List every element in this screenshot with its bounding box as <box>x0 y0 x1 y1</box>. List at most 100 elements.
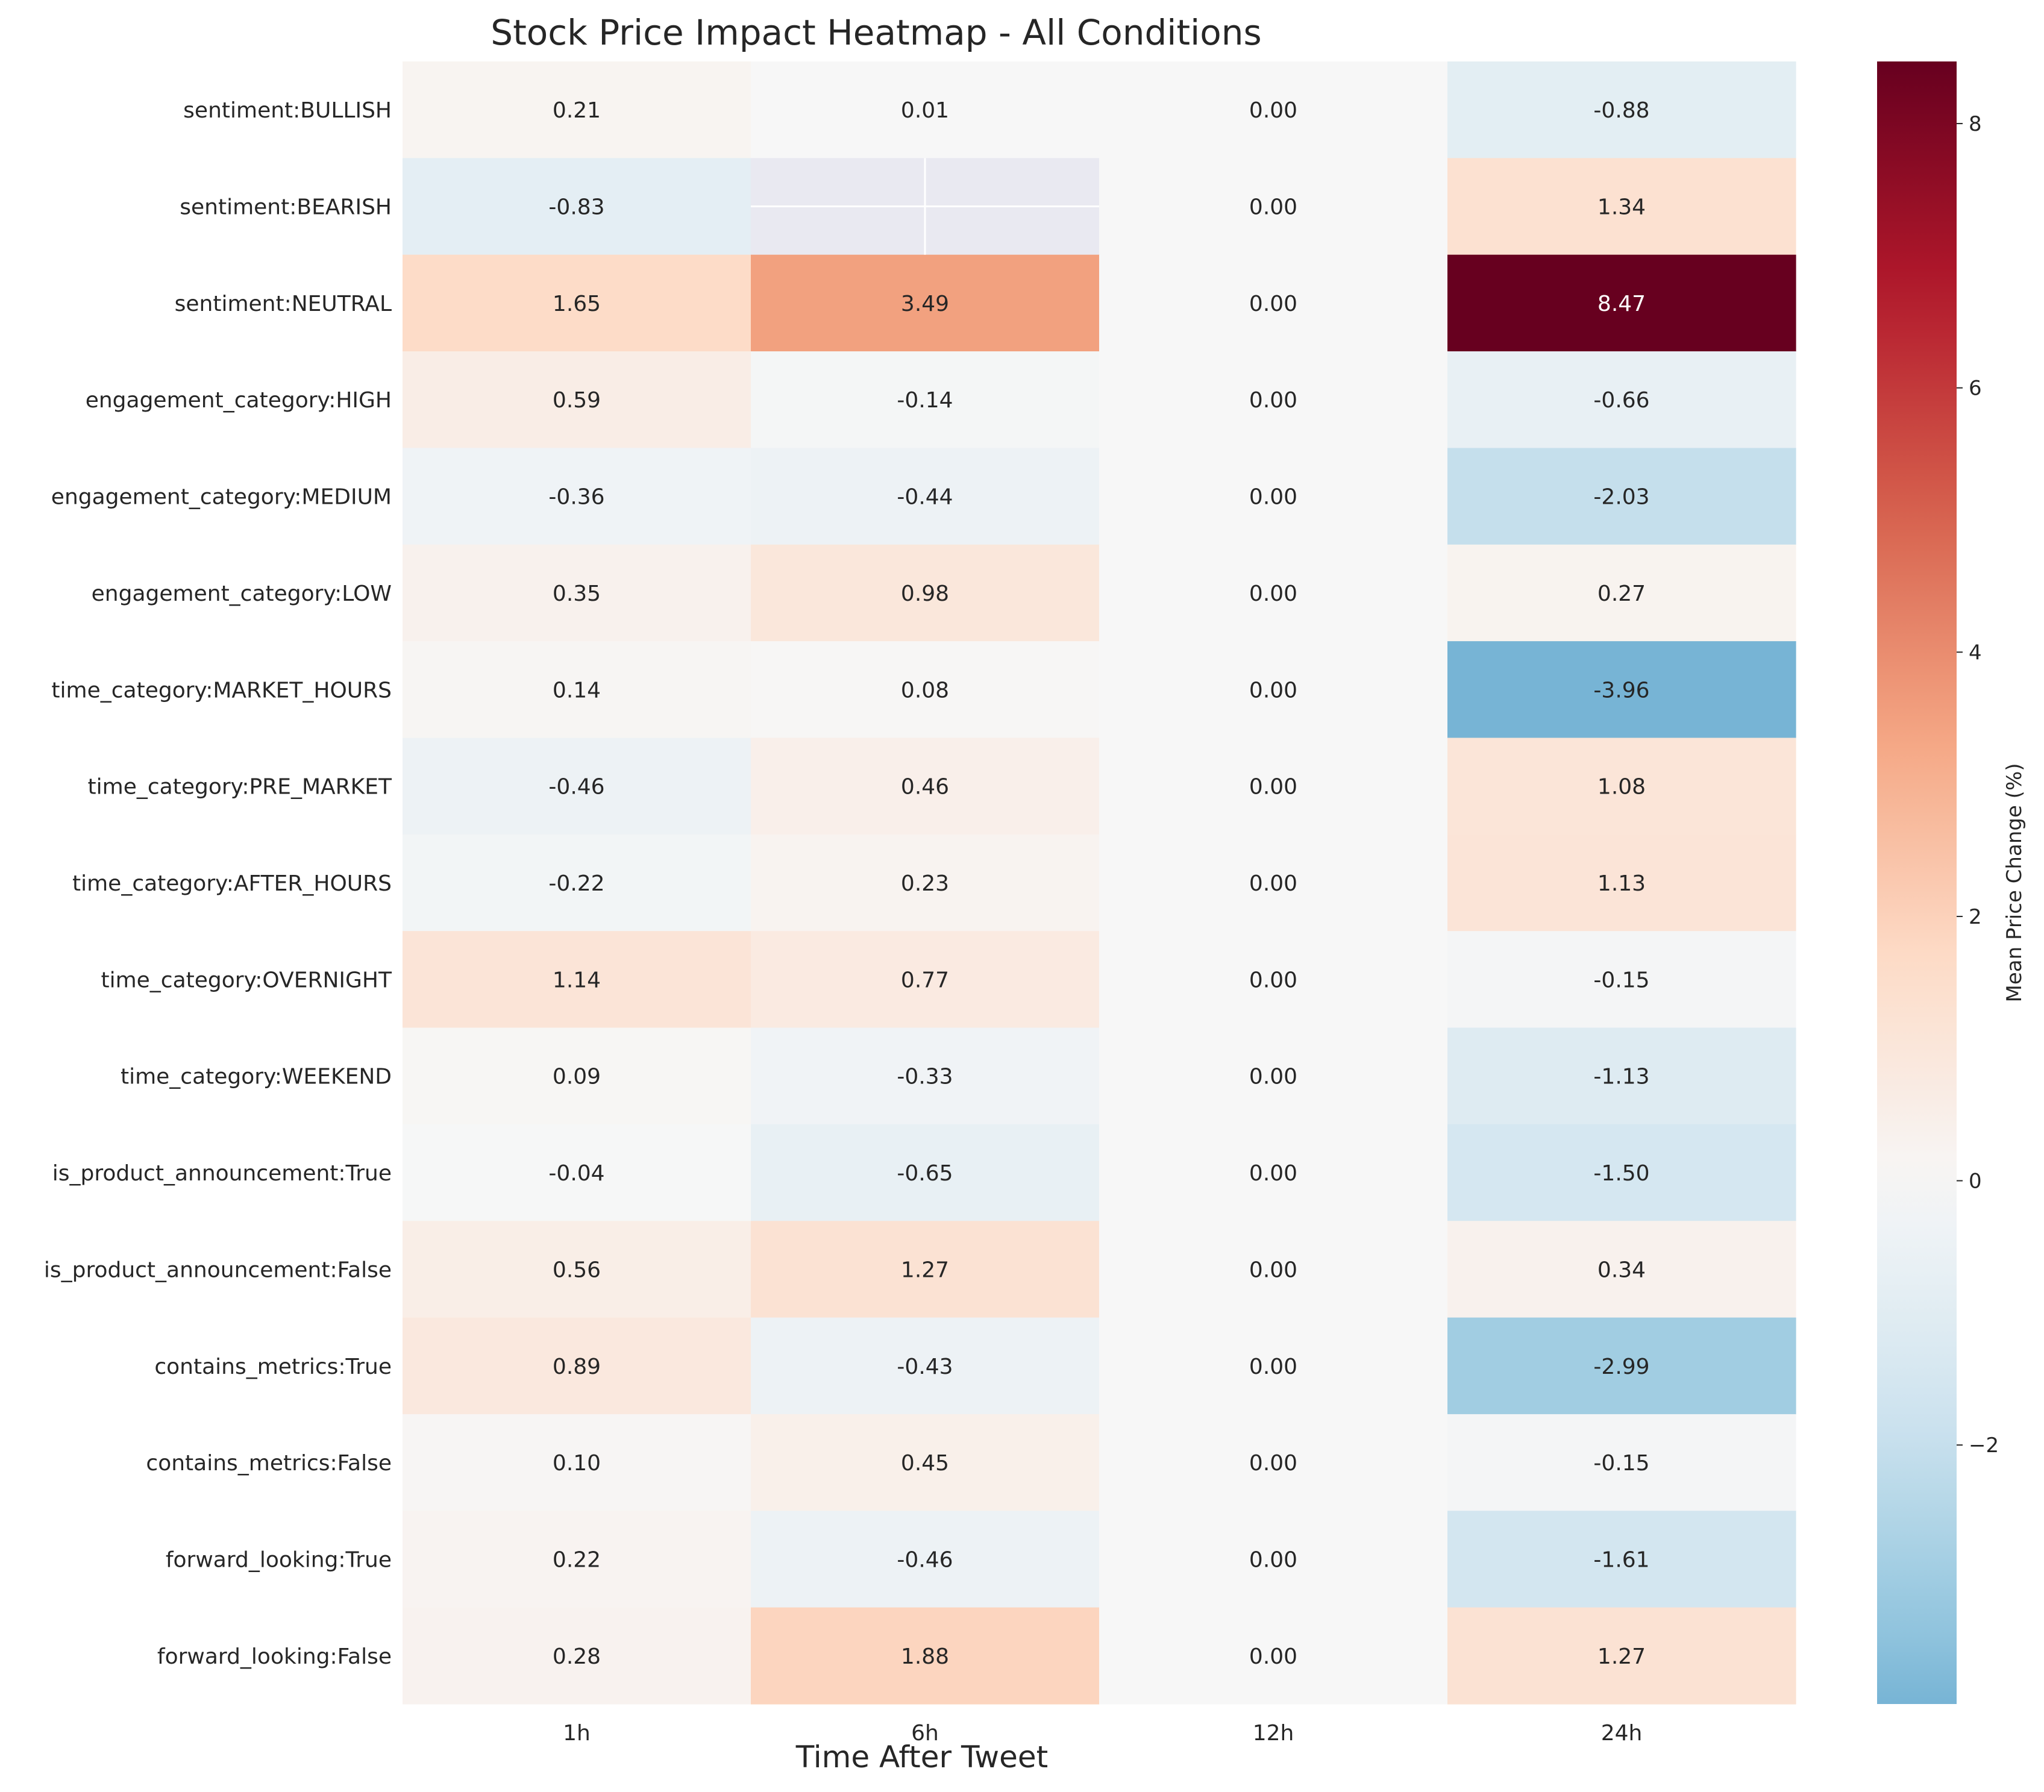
heatmap-cell <box>751 1221 1100 1318</box>
heatmap-cell <box>403 1511 751 1608</box>
x-tick-label: 1h <box>563 1721 591 1746</box>
heatmap-cell <box>1099 834 1448 932</box>
cell-value-label: 0.00 <box>1249 1547 1297 1572</box>
heatmap-cell <box>1099 1317 1448 1415</box>
y-tick-label: sentiment:BULLISH <box>183 98 392 123</box>
heatmap-cell <box>403 158 751 255</box>
heatmap-cell <box>1099 1511 1448 1608</box>
cell-value-label: 0.01 <box>901 98 949 123</box>
x-axis-label: Time After Tweet <box>795 1740 1049 1775</box>
heatmap-cell <box>751 1317 1100 1415</box>
cell-value-label: -0.33 <box>897 1065 953 1089</box>
cell-value-label: 0.27 <box>1597 581 1646 606</box>
heatmap-cell <box>751 1607 1100 1705</box>
heatmap-cell <box>403 61 751 158</box>
heatmap-cell <box>751 641 1100 739</box>
cell-value-label: 0.00 <box>1249 485 1297 510</box>
heatmap-cell <box>403 254 751 352</box>
heatmap-cell <box>1447 931 1796 1029</box>
cell-value-label: 1.88 <box>901 1644 949 1669</box>
y-tick-label: contains_metrics:False <box>146 1451 392 1476</box>
y-tick-label: sentiment:NEUTRAL <box>175 292 392 316</box>
heatmap-cell <box>1099 1607 1448 1705</box>
cell-value-label: 0.00 <box>1249 678 1297 703</box>
heatmap-cell <box>1099 158 1448 255</box>
cell-value-label: 0.00 <box>1249 581 1297 606</box>
heatmap-cell <box>403 1607 751 1705</box>
heatmap-cell <box>1447 61 1796 158</box>
heatmap-cell <box>403 544 751 642</box>
cell-value-label: 1.27 <box>901 1258 949 1282</box>
x-tick-labels: 1h 6h 12h 24h <box>563 1721 1642 1746</box>
x-tick-label: 6h <box>911 1721 939 1746</box>
heatmap-cell <box>1447 834 1796 932</box>
cell-value-label: 0.00 <box>1249 1451 1297 1476</box>
cell-value-label: 1.08 <box>1597 775 1646 800</box>
cell-value-label: 0.09 <box>553 1065 601 1089</box>
cell-value-label: -3.96 <box>1593 678 1649 703</box>
cell-value-label: 1.13 <box>1597 871 1646 896</box>
y-tick-label: time_category:MARKET_HOURS <box>51 678 392 703</box>
cell-value-label: 3.49 <box>901 292 949 316</box>
cell-value-label: 0.00 <box>1249 1258 1297 1282</box>
heatmap-cell <box>751 1511 1100 1608</box>
cell-value-label: -2.99 <box>1593 1355 1649 1379</box>
heatmap-cell <box>1447 1124 1796 1221</box>
heatmap-cell <box>1099 254 1448 352</box>
y-tick-label: contains_metrics:True <box>154 1355 392 1379</box>
heatmap-cell <box>403 1124 751 1221</box>
heatmap-cell <box>1099 351 1448 449</box>
colorbar-tick-label: 0 <box>1969 1170 1982 1194</box>
cell-value-label: -0.36 <box>548 485 604 510</box>
cell-value-label: -1.13 <box>1593 1065 1649 1089</box>
y-tick-label: is_product_announcement:True <box>52 1161 392 1186</box>
cell-value-label: -0.46 <box>548 775 604 800</box>
y-tick-labels: sentiment:BULLISH sentiment:BEARISH sentim… <box>44 98 392 1669</box>
colorbar-tick-label: 6 <box>1969 377 1982 401</box>
heatmap-cell <box>751 448 1100 545</box>
cell-value-label: 0.45 <box>901 1451 949 1476</box>
cell-value-label: 0.59 <box>553 388 601 413</box>
cell-value-label: 0.00 <box>1249 871 1297 896</box>
heatmap-cell <box>1099 544 1448 642</box>
heatmap-cell <box>1099 1124 1448 1221</box>
y-tick-label: engagement_category:MEDIUM <box>51 485 392 510</box>
heatmap-annotations: 0.21 0.01 0.00 -0.88 -0.83 0.00 1.34 1.65 3.49 0.… <box>548 98 1649 1669</box>
heatmap-cell <box>403 1027 751 1125</box>
cell-value-label: -0.15 <box>1593 968 1649 992</box>
cell-value-label: 0.77 <box>901 968 949 992</box>
heatmap-cell <box>403 1221 751 1318</box>
x-tick-label: 24h <box>1601 1721 1643 1746</box>
heatmap-cell <box>751 61 1100 158</box>
colorbar-tick-label: −2 <box>1969 1433 1999 1458</box>
heatmap-cell <box>1099 1221 1448 1318</box>
cell-value-label: 0.08 <box>901 678 949 703</box>
heatmap-cell <box>751 738 1100 835</box>
y-tick-label: engagement_category:LOW <box>92 581 392 606</box>
cell-value-label: -0.43 <box>897 1355 953 1379</box>
cell-value-label: -0.46 <box>897 1547 953 1572</box>
heatmap-cell <box>751 351 1100 449</box>
cell-value-label: 0.00 <box>1249 1161 1297 1186</box>
heatmap-cell <box>1099 641 1448 739</box>
heatmap-cell <box>1099 448 1448 545</box>
cell-value-label: -0.14 <box>897 388 953 413</box>
heatmap-cell <box>1447 1221 1796 1318</box>
cell-value-label: -0.22 <box>548 871 604 896</box>
x-tick-label: 12h <box>1253 1721 1294 1746</box>
heatmap-cell <box>1099 738 1448 835</box>
heatmap-cell <box>1099 1414 1448 1511</box>
cell-value-label: 0.21 <box>553 98 601 123</box>
heatmap-cell <box>403 1317 751 1415</box>
y-tick-label: time_category:WEEKEND <box>121 1065 392 1089</box>
heatmap-cell <box>1447 1414 1796 1511</box>
y-tick-label: is_product_announcement:False <box>44 1258 392 1282</box>
cell-value-label: -1.50 <box>1593 1161 1649 1186</box>
heatmap-cell <box>1447 1027 1796 1125</box>
colorbar-label: Mean Price Change (%) <box>2002 763 2027 1002</box>
colorbar-tick-label: 2 <box>1969 905 1982 929</box>
heatmap-cell <box>1099 61 1448 158</box>
heatmap-cell <box>403 351 751 449</box>
